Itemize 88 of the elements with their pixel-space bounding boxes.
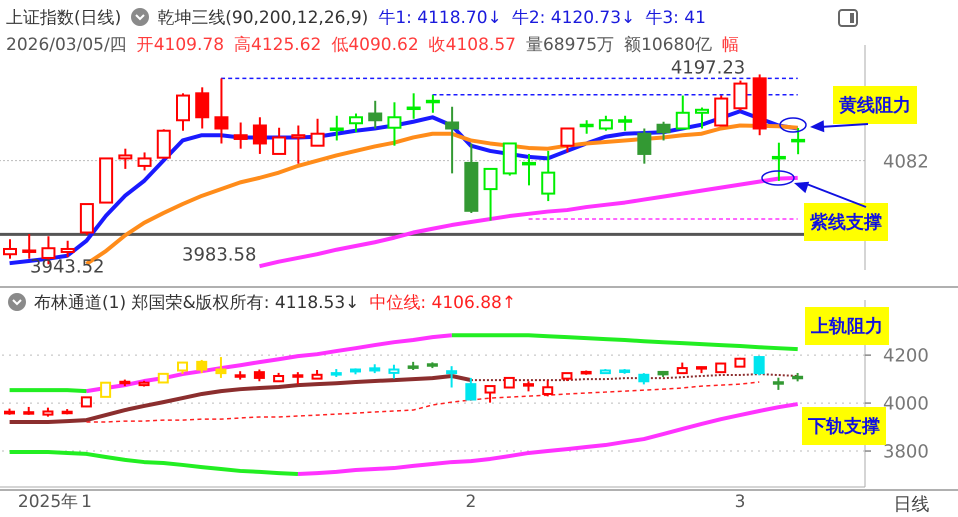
text: 高4125.62 xyxy=(234,34,322,56)
candlestick xyxy=(580,119,594,135)
candlestick xyxy=(446,365,458,389)
x-tick-label: 2025年 xyxy=(18,492,78,512)
text: 牛3: 41 xyxy=(645,6,706,28)
text: 收4108.57 xyxy=(428,34,516,56)
candlestick xyxy=(772,142,786,182)
candlestick xyxy=(522,152,536,186)
candlestick xyxy=(676,94,690,130)
candlestick xyxy=(196,358,208,374)
candlestick xyxy=(465,376,476,402)
candlestick xyxy=(445,106,460,174)
candlestick xyxy=(60,240,75,258)
x-tick-label: 1 xyxy=(81,492,92,512)
chart-title: 上证指数(日线) xyxy=(6,6,122,28)
annotation: 4197.23 xyxy=(670,57,746,78)
text: 紫线支撑 xyxy=(804,203,888,241)
line-series xyxy=(84,333,454,394)
candlestick xyxy=(695,106,709,130)
candlestick xyxy=(523,380,534,392)
candlestick xyxy=(406,92,421,120)
candlestick xyxy=(734,356,746,368)
candlestick xyxy=(542,379,554,398)
candlestick xyxy=(638,372,650,386)
candlestick xyxy=(618,114,632,132)
ref-line-label: 3983.58 xyxy=(182,244,256,266)
candlestick xyxy=(234,122,248,150)
candlestick xyxy=(541,150,556,202)
candlestick xyxy=(791,127,806,156)
chart-title: 布林通道(1) 郑国荣&版权所有: 4118.53↓ xyxy=(34,292,360,314)
candlestick xyxy=(504,376,515,389)
candlestick xyxy=(330,114,344,142)
text: 日线 xyxy=(892,492,930,516)
candlestick xyxy=(252,116,267,155)
candlestick xyxy=(138,151,152,172)
candlestick xyxy=(426,94,440,114)
candlestick xyxy=(291,124,306,165)
candlestick xyxy=(254,368,265,382)
text: 下轨支撑 xyxy=(808,416,880,437)
candlestick xyxy=(100,382,112,398)
x-tick-label: 3 xyxy=(734,492,746,512)
annotation: 3943.52 xyxy=(30,256,104,278)
y-tick-label: 4200 xyxy=(883,346,929,367)
y-tick-label: 4000 xyxy=(883,393,929,414)
candlestick xyxy=(754,354,765,376)
candlestick xyxy=(484,385,496,404)
candlestick xyxy=(676,362,688,374)
line-series xyxy=(86,381,760,423)
text: 牛2: 4120.73↓ xyxy=(512,6,636,28)
candlestick xyxy=(349,112,363,134)
candlestick xyxy=(22,233,36,260)
candlestick xyxy=(118,148,132,170)
candlestick xyxy=(715,362,726,374)
text: 量68975万 xyxy=(526,34,614,56)
text: 2026/03/05/四 xyxy=(6,34,127,56)
candlestick xyxy=(292,371,304,386)
text: 乾坤三线(90,200,12,26,9) xyxy=(157,6,368,28)
candlestick xyxy=(80,396,92,408)
candlestick xyxy=(177,360,188,375)
candlestick xyxy=(310,118,325,147)
text: 低4090.62 xyxy=(331,34,419,56)
text: 额10680亿 xyxy=(624,34,712,56)
candlestick xyxy=(388,364,400,380)
x-tick-label: 2 xyxy=(466,492,476,512)
annotation: 中位线: 4106.88↑ xyxy=(369,292,516,314)
y-tick-label: 3800 xyxy=(883,441,929,462)
line-series xyxy=(8,450,300,476)
candlestick xyxy=(215,356,226,379)
candlestick xyxy=(484,168,498,222)
candlestick xyxy=(3,238,17,260)
text: 开4109.78 xyxy=(136,34,224,56)
candlestick xyxy=(214,77,228,144)
text: 牛1: 4118.70↓ xyxy=(378,6,502,28)
candlestick xyxy=(272,126,286,155)
candlestick xyxy=(656,120,671,142)
text: 幅 xyxy=(722,34,740,56)
text: 上轨阻力 xyxy=(805,307,889,345)
candlestick xyxy=(560,126,574,154)
candlestick xyxy=(637,127,652,165)
candlestick xyxy=(368,100,382,130)
candlestick xyxy=(158,372,169,384)
candlestick xyxy=(598,114,613,132)
candlestick xyxy=(772,376,784,391)
candlestick xyxy=(387,101,402,147)
text: 黄线阻力 xyxy=(833,86,917,124)
ref-line-label: 4082 xyxy=(883,152,929,173)
line-series xyxy=(296,402,800,476)
candlestick xyxy=(195,86,210,130)
